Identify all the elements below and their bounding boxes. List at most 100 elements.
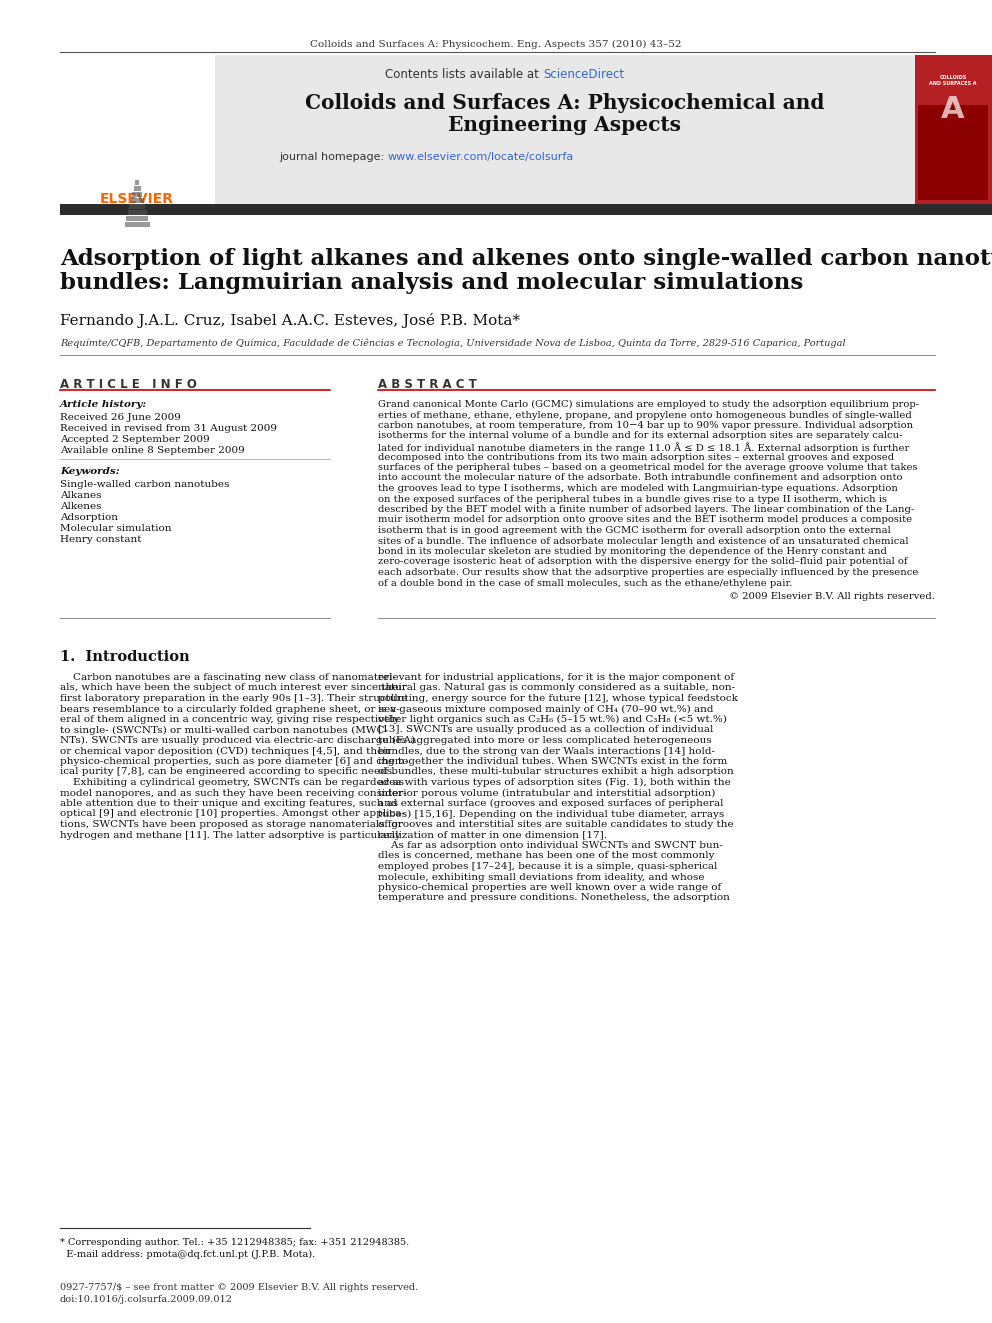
Text: is a gaseous mixture composed mainly of CH₄ (70–90 wt.%) and: is a gaseous mixture composed mainly of … [378,705,713,713]
FancyBboxPatch shape [134,187,141,191]
Text: lated for individual nanotube diameters in the range 11.0 Å ≤ D ≤ 18.1 Å. Extern: lated for individual nanotube diameters … [378,442,910,452]
Text: surfaces of the peripheral tubes – based on a geometrical model for the average : surfaces of the peripheral tubes – based… [378,463,918,472]
Text: physico-chemical properties are well known over a wide range of: physico-chemical properties are well kno… [378,882,721,892]
Text: molecule, exhibiting small deviations from ideality, and whose: molecule, exhibiting small deviations fr… [378,872,704,881]
FancyBboxPatch shape [126,216,148,221]
FancyBboxPatch shape [915,56,992,205]
Text: the grooves lead to type I isotherms, which are modeled with Langmuirian-type eq: the grooves lead to type I isotherms, wh… [378,484,898,493]
Text: of grooves and interstitial sites are suitable candidates to study the: of grooves and interstitial sites are su… [378,820,734,830]
Text: natural gas. Natural gas is commonly considered as a suitable, non-: natural gas. Natural gas is commonly con… [378,684,735,692]
Text: other light organics such as C₂H₆ (5–15 wt.%) and C₃H₈ (<5 wt.%): other light organics such as C₂H₆ (5–15 … [378,714,727,724]
Text: doi:10.1016/j.colsurfa.2009.09.012: doi:10.1016/j.colsurfa.2009.09.012 [60,1295,233,1304]
Text: Carbon nanotubes are a fascinating new class of nanomateri-: Carbon nanotubes are a fascinating new c… [60,673,396,681]
FancyBboxPatch shape [128,210,147,216]
Text: Grand canonical Monte Carlo (GCMC) simulations are employed to study the adsorpt: Grand canonical Monte Carlo (GCMC) simul… [378,400,920,409]
Text: described by the BET model with a finite number of adsorbed layers. The linear c: described by the BET model with a finite… [378,505,915,515]
FancyBboxPatch shape [132,192,142,197]
Text: Exhibiting a cylindrical geometry, SWCNTs can be regarded as: Exhibiting a cylindrical geometry, SWCNT… [60,778,404,787]
Text: and external surface (grooves and exposed surfaces of peripheral: and external surface (grooves and expose… [378,799,723,808]
Text: optical [9] and electronic [10] properties. Amongst other applica-: optical [9] and electronic [10] properti… [60,810,405,819]
Text: ical purity [7,8], can be engineered according to specific needs.: ical purity [7,8], can be engineered acc… [60,767,396,777]
Text: tubes aggregated into more or less complicated heterogeneous: tubes aggregated into more or less compl… [378,736,711,745]
Text: tions, SWCNTs have been proposed as storage nanomaterials for: tions, SWCNTs have been proposed as stor… [60,820,403,830]
Text: Single-walled carbon nanotubes: Single-walled carbon nanotubes [60,480,229,490]
Text: carbon nanotubes, at room temperature, from 10−4 bar up to 90% vapor pressure. I: carbon nanotubes, at room temperature, f… [378,421,913,430]
FancyBboxPatch shape [125,222,150,228]
Text: on the exposed surfaces of the peripheral tubes in a bundle gives rise to a type: on the exposed surfaces of the periphera… [378,495,887,504]
Text: Available online 8 September 2009: Available online 8 September 2009 [60,446,245,455]
Text: Received in revised from 31 August 2009: Received in revised from 31 August 2009 [60,423,277,433]
Text: Colloids and Surfaces A: Physicochem. Eng. Aspects 357 (2010) 43–52: Colloids and Surfaces A: Physicochem. En… [310,40,682,49]
Text: journal homepage:: journal homepage: [280,152,388,161]
Text: Alkenes: Alkenes [60,501,101,511]
Text: of a double bond in the case of small molecules, such as the ethane/ethylene pai: of a double bond in the case of small mo… [378,578,793,587]
Text: eral of them aligned in a concentric way, giving rise respectively: eral of them aligned in a concentric way… [60,714,400,724]
Text: A: A [941,95,965,124]
Text: 0927-7757/$ – see front matter © 2009 Elsevier B.V. All rights reserved.: 0927-7757/$ – see front matter © 2009 El… [60,1283,419,1293]
Text: © 2009 Elsevier B.V. All rights reserved.: © 2009 Elsevier B.V. All rights reserved… [729,591,935,601]
Text: interior porous volume (intratubular and interstitial adsorption): interior porous volume (intratubular and… [378,789,715,798]
FancyBboxPatch shape [60,56,215,205]
Text: model nanopores, and as such they have been receiving consider-: model nanopores, and as such they have b… [60,789,407,798]
Text: A R T I C L E   I N F O: A R T I C L E I N F O [60,378,196,392]
Text: Adsorption: Adsorption [60,513,118,523]
Text: * Corresponding author. Tel.: +35 1212948385; fax: +351 212948385.: * Corresponding author. Tel.: +35 121294… [60,1238,410,1248]
Text: Colloids and Surfaces A: Physicochemical and: Colloids and Surfaces A: Physicochemical… [306,93,824,112]
Text: bundles: Langmuirian analysis and molecular simulations: bundles: Langmuirian analysis and molecu… [60,273,804,294]
Text: temperature and pressure conditions. Nonetheless, the adsorption: temperature and pressure conditions. Non… [378,893,730,902]
Text: sites of a bundle. The influence of adsorbate molecular length and existence of : sites of a bundle. The influence of adso… [378,537,909,545]
Text: to single- (SWCNTs) or multi-walled carbon nanotubes (MWC-: to single- (SWCNTs) or multi-walled carb… [60,725,388,734]
Text: isotherms for the internal volume of a bundle and for its external adsorption si: isotherms for the internal volume of a b… [378,431,903,441]
Text: Henry constant: Henry constant [60,534,142,544]
Text: Article history:: Article history: [60,400,147,409]
Text: zero-coverage isosteric heat of adsorption with the dispersive energy for the so: zero-coverage isosteric heat of adsorpti… [378,557,908,566]
Text: [13]. SWCNTs are usually produced as a collection of individual: [13]. SWCNTs are usually produced as a c… [378,725,713,734]
Text: Accepted 2 September 2009: Accepted 2 September 2009 [60,435,209,445]
FancyBboxPatch shape [131,198,144,202]
Text: hydrogen and methane [11]. The latter adsorptive is particularly: hydrogen and methane [11]. The latter ad… [60,831,401,840]
Text: als, which have been the subject of much interest ever since their: als, which have been the subject of much… [60,684,407,692]
Text: E-mail address: pmota@dq.fct.unl.pt (J.P.B. Mota).: E-mail address: pmota@dq.fct.unl.pt (J.P… [60,1250,315,1259]
Text: of bundles, these multi-tubular structures exhibit a high adsorption: of bundles, these multi-tubular structur… [378,767,734,777]
Text: each adsorbate. Our results show that the adsorptive properties are especially i: each adsorbate. Our results show that th… [378,568,919,577]
Text: polluting, energy source for the future [12], whose typical feedstock: polluting, energy source for the future … [378,695,738,703]
Text: Received 26 June 2009: Received 26 June 2009 [60,413,181,422]
Text: employed probes [17–24], because it is a simple, quasi-spherical: employed probes [17–24], because it is a… [378,863,717,871]
Text: realization of matter in one dimension [17].: realization of matter in one dimension [… [378,831,607,840]
Text: area with various types of adsorption sites (Fig. 1), both within the: area with various types of adsorption si… [378,778,731,787]
Text: Fernando J.A.L. Cruz, Isabel A.A.C. Esteves, José P.B. Mota*: Fernando J.A.L. Cruz, Isabel A.A.C. Este… [60,314,520,328]
Text: able attention due to their unique and exciting features, such as: able attention due to their unique and e… [60,799,398,808]
Text: Adsorption of light alkanes and alkenes onto single-walled carbon nanotube: Adsorption of light alkanes and alkenes … [60,247,992,270]
Text: www.elsevier.com/locate/colsurfa: www.elsevier.com/locate/colsurfa [388,152,574,161]
Text: NTs). SWCNTs are usually produced via electric-arc discharge (EA): NTs). SWCNTs are usually produced via el… [60,736,415,745]
Text: bond in its molecular skeleton are studied by monitoring the dependence of the H: bond in its molecular skeleton are studi… [378,546,887,556]
Text: ScienceDirect: ScienceDirect [543,67,624,81]
Text: bears resemblance to a circularly folded graphene sheet, or sev-: bears resemblance to a circularly folded… [60,705,400,713]
Text: dles is concerned, methane has been one of the most commonly: dles is concerned, methane has been one … [378,852,714,860]
Text: into account the molecular nature of the adsorbate. Both intrabundle confinement: into account the molecular nature of the… [378,474,903,483]
Text: Contents lists available at: Contents lists available at [385,67,543,81]
Text: Molecular simulation: Molecular simulation [60,524,172,533]
FancyBboxPatch shape [215,56,915,205]
Text: ELSEVIER: ELSEVIER [100,192,174,206]
FancyBboxPatch shape [135,180,139,185]
Text: physico-chemical properties, such as pore diameter [6] and chem-: physico-chemical properties, such as por… [60,757,408,766]
Text: Alkanes: Alkanes [60,491,101,500]
Text: decomposed into the contributions from its two main adsorption sites – external : decomposed into the contributions from i… [378,452,894,462]
Text: Keywords:: Keywords: [60,467,120,476]
Text: ing together the individual tubes. When SWCNTs exist in the form: ing together the individual tubes. When … [378,757,727,766]
Text: Requímte/CQFB, Departamento de Química, Faculdade de Ciências e Tecnologia, Univ: Requímte/CQFB, Departamento de Química, … [60,337,845,348]
Text: 1.  Introduction: 1. Introduction [60,650,189,664]
FancyBboxPatch shape [129,204,145,209]
Text: Engineering Aspects: Engineering Aspects [448,115,682,135]
Text: first laboratory preparation in the early 90s [1–3]. Their structure: first laboratory preparation in the earl… [60,695,408,703]
Text: relevant for industrial applications, for it is the major component of: relevant for industrial applications, fo… [378,673,734,681]
Text: A B S T R A C T: A B S T R A C T [378,378,477,392]
Text: COLLOIDS
AND SURFACES A: COLLOIDS AND SURFACES A [930,75,977,86]
Text: As far as adsorption onto individual SWCNTs and SWCNT bun-: As far as adsorption onto individual SWC… [378,841,723,849]
Text: or chemical vapor deposition (CVD) techniques [4,5], and their: or chemical vapor deposition (CVD) techn… [60,746,392,755]
Text: isotherm that is in good agreement with the GCMC isotherm for overall adsorption: isotherm that is in good agreement with … [378,527,891,534]
Text: muir isotherm model for adsorption onto groove sites and the BET isotherm model : muir isotherm model for adsorption onto … [378,516,912,524]
Text: bundles, due to the strong van der Waals interactions [14] hold-: bundles, due to the strong van der Waals… [378,746,715,755]
FancyBboxPatch shape [918,105,988,200]
